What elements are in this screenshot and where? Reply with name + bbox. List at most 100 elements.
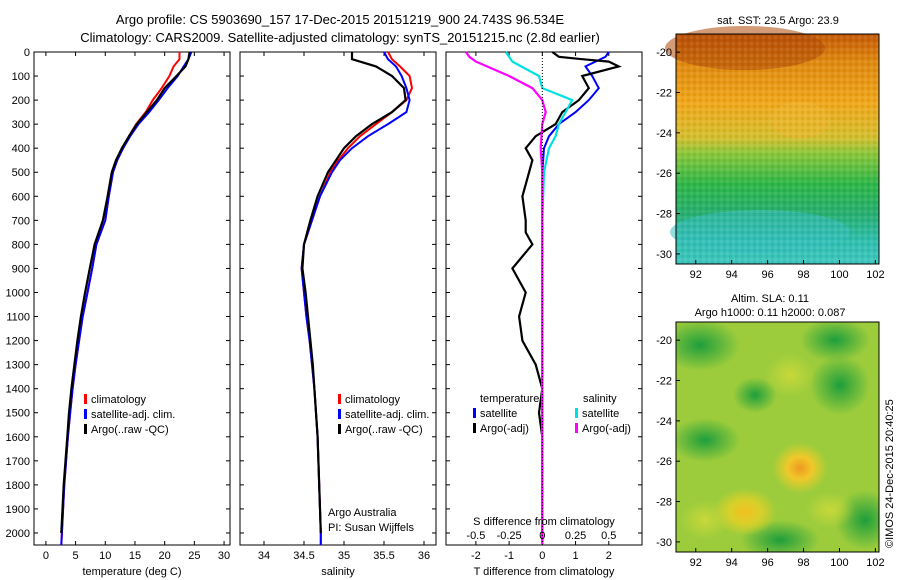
legend-header-temperature: temperature: [480, 393, 539, 405]
depth-tick-label: 1100: [6, 312, 30, 324]
x-axis-label: salinity: [321, 566, 355, 578]
sla-high-5: [805, 492, 855, 528]
depth-tick-label: 1800: [6, 480, 30, 492]
series-line: [60, 51, 191, 534]
x-tick-label: 30: [218, 550, 230, 562]
depth-tick-label: 2000: [6, 528, 30, 540]
legend-header-salinity: salinity: [583, 393, 617, 405]
depth-tick-label: 1200: [6, 336, 30, 348]
legend-label: climatology: [345, 394, 401, 406]
credit-argo-australia: Argo Australia: [328, 507, 397, 519]
sst-map-axes: 92 94 96 98 100 102 -20 -22 -24 -26 -28 -30: [656, 47, 884, 281]
map-y-tick-label: -30: [656, 249, 672, 261]
legend-label: climatology: [91, 394, 147, 406]
sla-high-4: [680, 500, 730, 540]
legend-swatch: [84, 424, 87, 434]
temperature-profile-plot: 0 5 10 15 20 25 30 temperature (deg C) climatolo…: [43, 51, 230, 578]
map-x-tick-label: 102: [866, 269, 884, 281]
x-tick-label: 10: [99, 550, 111, 562]
sla-low-4: [676, 418, 740, 462]
depth-tick-label: 1900: [6, 504, 30, 516]
header-line2: Climatology: CARS2009. Satellite-adjuste…: [80, 30, 600, 45]
map-y-tick-label: -30: [656, 537, 672, 549]
legend-label: Argo(-adj): [582, 423, 631, 435]
x-tick-label: 0: [43, 550, 49, 562]
legend-label: satellite-adj. clim.: [345, 409, 429, 421]
map-y-tick-label: -20: [656, 47, 672, 59]
sst-map: sat. SST: 23.5 Argo: 23.9 92 94 96 98 100 102…: [656, 15, 884, 281]
difference-plot-frame: [445, 51, 643, 546]
map-y-tick-label: -20: [656, 335, 672, 347]
x-tick-label: 15: [129, 550, 141, 562]
depth-axis: 0 100 200 300 400 500 600 700 800 900 1000 1100 1200…: [6, 47, 642, 540]
map-y-tick-label: -26: [656, 168, 672, 180]
depth-tick-label: 1700: [6, 456, 30, 468]
s-tick-label: -0.25: [497, 530, 522, 542]
s-tick-label: -0.5: [466, 530, 485, 542]
sla-low-3: [810, 355, 870, 415]
depth-tick-label: 1600: [6, 432, 30, 444]
credit-pi: PI: Susan Wijffels: [328, 522, 414, 534]
map-x-tick-label: 92: [690, 269, 702, 281]
x-axis-label: temperature (deg C): [82, 566, 181, 578]
header-line1: Argo profile: CS 5903690_157 17-Dec-2015…: [116, 12, 564, 27]
sla-map-subtitle: Argo h1000: 0.11 h2000: 0.087: [695, 307, 846, 319]
map-y-tick-label: -26: [656, 456, 672, 468]
x-tick-label: 34: [258, 550, 270, 562]
salinity-plot-frame: [239, 51, 437, 546]
depth-tick-label: 400: [12, 143, 30, 155]
legend-label: Argo(-adj): [480, 423, 529, 435]
depth-tick-label: 700: [12, 215, 30, 227]
series-line: [465, 51, 547, 545]
depth-tick-label: 0: [24, 47, 30, 59]
depth-tick-label: 200: [12, 95, 30, 107]
imos-watermark: ©IMOS 24-Dec-2015 20:40:25: [884, 399, 896, 548]
legend-label: Argo(..raw -QC): [345, 424, 423, 436]
series-line: [504, 51, 574, 545]
map-y-tick-label: -28: [656, 209, 672, 221]
legend-label: satellite: [480, 408, 517, 420]
depth-tick-label: 600: [12, 191, 30, 203]
legend-swatch: [473, 423, 476, 433]
map-x-tick-label: 98: [797, 269, 809, 281]
legend-swatch: [84, 394, 87, 404]
x-tick-label: 36: [418, 550, 430, 562]
depth-tick-label: 300: [12, 119, 30, 131]
x-tick-label: 0: [539, 550, 545, 562]
depth-tick-label: 100: [12, 71, 30, 83]
sla-high-2: [772, 442, 828, 494]
difference-plot: -2 -1 0 1 2 T difference from climatology -0.5…: [465, 51, 631, 578]
depth-tick-label: 800: [12, 239, 30, 251]
sla-low-2: [800, 322, 870, 362]
legend-swatch: [338, 394, 341, 404]
x-axis-label: T difference from climatology: [474, 566, 615, 578]
legend-swatch: [575, 408, 578, 418]
x-tick-label: 35: [338, 550, 350, 562]
depth-tick-label: 1500: [6, 408, 30, 420]
s-axis-label: S difference from climatology: [473, 516, 615, 528]
x-tick-label: 35.5: [373, 550, 394, 562]
map-y-tick-label: -28: [656, 497, 672, 509]
sla-high-1: [765, 353, 815, 397]
legend-swatch: [338, 424, 341, 434]
map-x-tick-label: 96: [761, 269, 773, 281]
sla-map-axes: 92 94 96 98 100 102 -20 -22 -24 -26 -28 -30: [656, 335, 884, 569]
x-tick-label: 20: [159, 550, 171, 562]
series-line: [60, 52, 181, 546]
salinity-profile-plot: 34 34.5 35 35.5 36 salinity climatology satelli…: [258, 51, 430, 578]
map-x-tick-label: 98: [797, 557, 809, 569]
legend-label: satellite-adj. clim.: [91, 409, 175, 421]
depth-tick-label: 500: [12, 167, 30, 179]
sla-map-title: Altim. SLA: 0.11: [731, 293, 809, 305]
map-x-tick-label: 100: [830, 269, 848, 281]
x-tick-label: -2: [471, 550, 481, 562]
sla-low-5: [733, 377, 777, 413]
map-y-tick-label: -24: [656, 128, 672, 140]
map-x-tick-label: 100: [830, 557, 848, 569]
x-tick-label: 1: [572, 550, 578, 562]
legend-label: Argo(..raw -QC): [91, 424, 169, 436]
s-tick-label: 0.25: [565, 530, 586, 542]
legend-swatch: [473, 408, 476, 418]
depth-tick-label: 1300: [6, 360, 30, 372]
sla-map-frame: [675, 321, 880, 553]
